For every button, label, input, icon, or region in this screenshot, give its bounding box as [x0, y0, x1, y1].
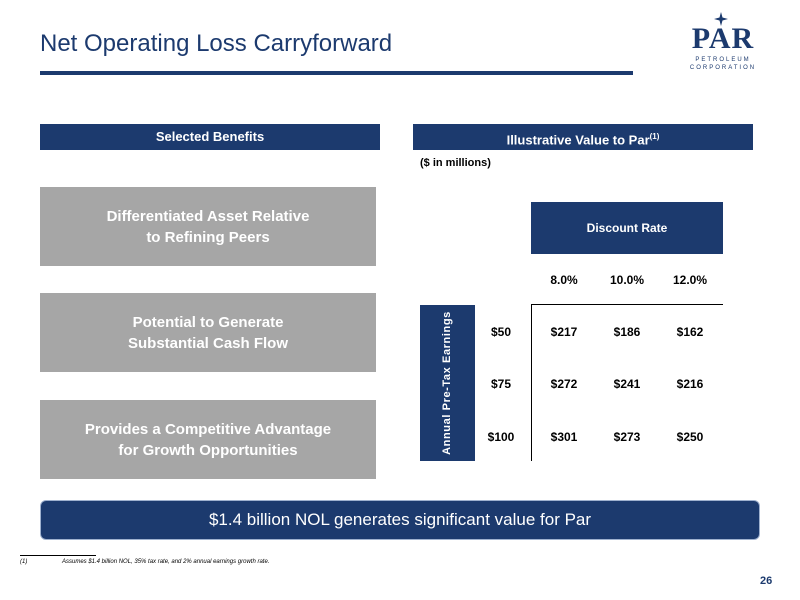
table-divider: [531, 305, 532, 461]
table-cell: $250: [676, 430, 704, 444]
benefit-line: Differentiated Asset Relative: [106, 207, 310, 225]
column-header: 8.0%: [550, 273, 578, 287]
illustrative-value-header-label: Illustrative Value to Par: [506, 132, 650, 148]
column-header: 10.0%: [609, 273, 645, 287]
units-note: ($ in millions): [420, 157, 491, 169]
table-cell: $273: [613, 430, 641, 444]
table-cell: $217: [550, 325, 578, 339]
footnote-marker: (1): [649, 132, 660, 141]
key-takeaway-callout: $1.4 billion NOL generates significant v…: [40, 500, 760, 540]
benefit-line: Substantial Cash Flow: [127, 334, 289, 352]
benefit-box: Potential to Generate Substantial Cash F…: [40, 293, 376, 372]
discount-rate-header: Discount Rate: [531, 202, 723, 254]
footnote-text: Assumes $1.4 billion NOL, 35% tax rate, …: [62, 559, 270, 565]
selected-benefits-header: Selected Benefits: [40, 124, 380, 150]
table-cell: $162: [676, 325, 704, 339]
row-label: $75: [490, 377, 512, 391]
row-label: $50: [490, 325, 512, 339]
company-logo: PAR PETROLEUM CORPORATION: [682, 12, 764, 71]
row-label: $100: [487, 430, 515, 444]
table-cell: $241: [613, 377, 641, 391]
compass-star-icon: [714, 12, 728, 26]
slide-title: Net Operating Loss Carryforward: [40, 30, 393, 57]
selected-benefits-header-label: Selected Benefits: [155, 129, 265, 144]
benefit-line: Provides a Competitive Advantage: [84, 420, 332, 438]
row-group-label: Annual Pre-Tax Earnings: [441, 311, 453, 455]
page-number: 26: [760, 575, 773, 587]
benefit-line: Potential to Generate: [132, 313, 284, 331]
benefit-line: to Refining Peers: [146, 228, 270, 246]
benefit-box: Differentiated Asset Relative to Refinin…: [40, 187, 376, 266]
logo-subtitle-petroleum: PETROLEUM: [695, 57, 751, 63]
footnote-rule: [20, 555, 96, 556]
column-header: 12.0%: [672, 273, 708, 287]
benefit-line: for Growth Opportunities: [118, 441, 298, 459]
footnote-number: (1): [20, 559, 28, 565]
callout-text: $1.4 billion NOL generates significant v…: [208, 510, 592, 529]
title-underline: [40, 71, 633, 75]
table-cell: $272: [550, 377, 578, 391]
table-cell: $216: [676, 377, 704, 391]
logo-wordmark: PAR: [691, 22, 755, 55]
table-cell: $186: [613, 325, 641, 339]
benefit-box: Provides a Competitive Advantage for Gro…: [40, 400, 376, 479]
row-group-header: [420, 305, 475, 461]
illustrative-value-header: Illustrative Value to Par(1): [413, 124, 753, 150]
logo-subtitle-corporation: CORPORATION: [689, 65, 757, 71]
table-cell: $301: [550, 430, 578, 444]
header-divider: [531, 304, 723, 305]
